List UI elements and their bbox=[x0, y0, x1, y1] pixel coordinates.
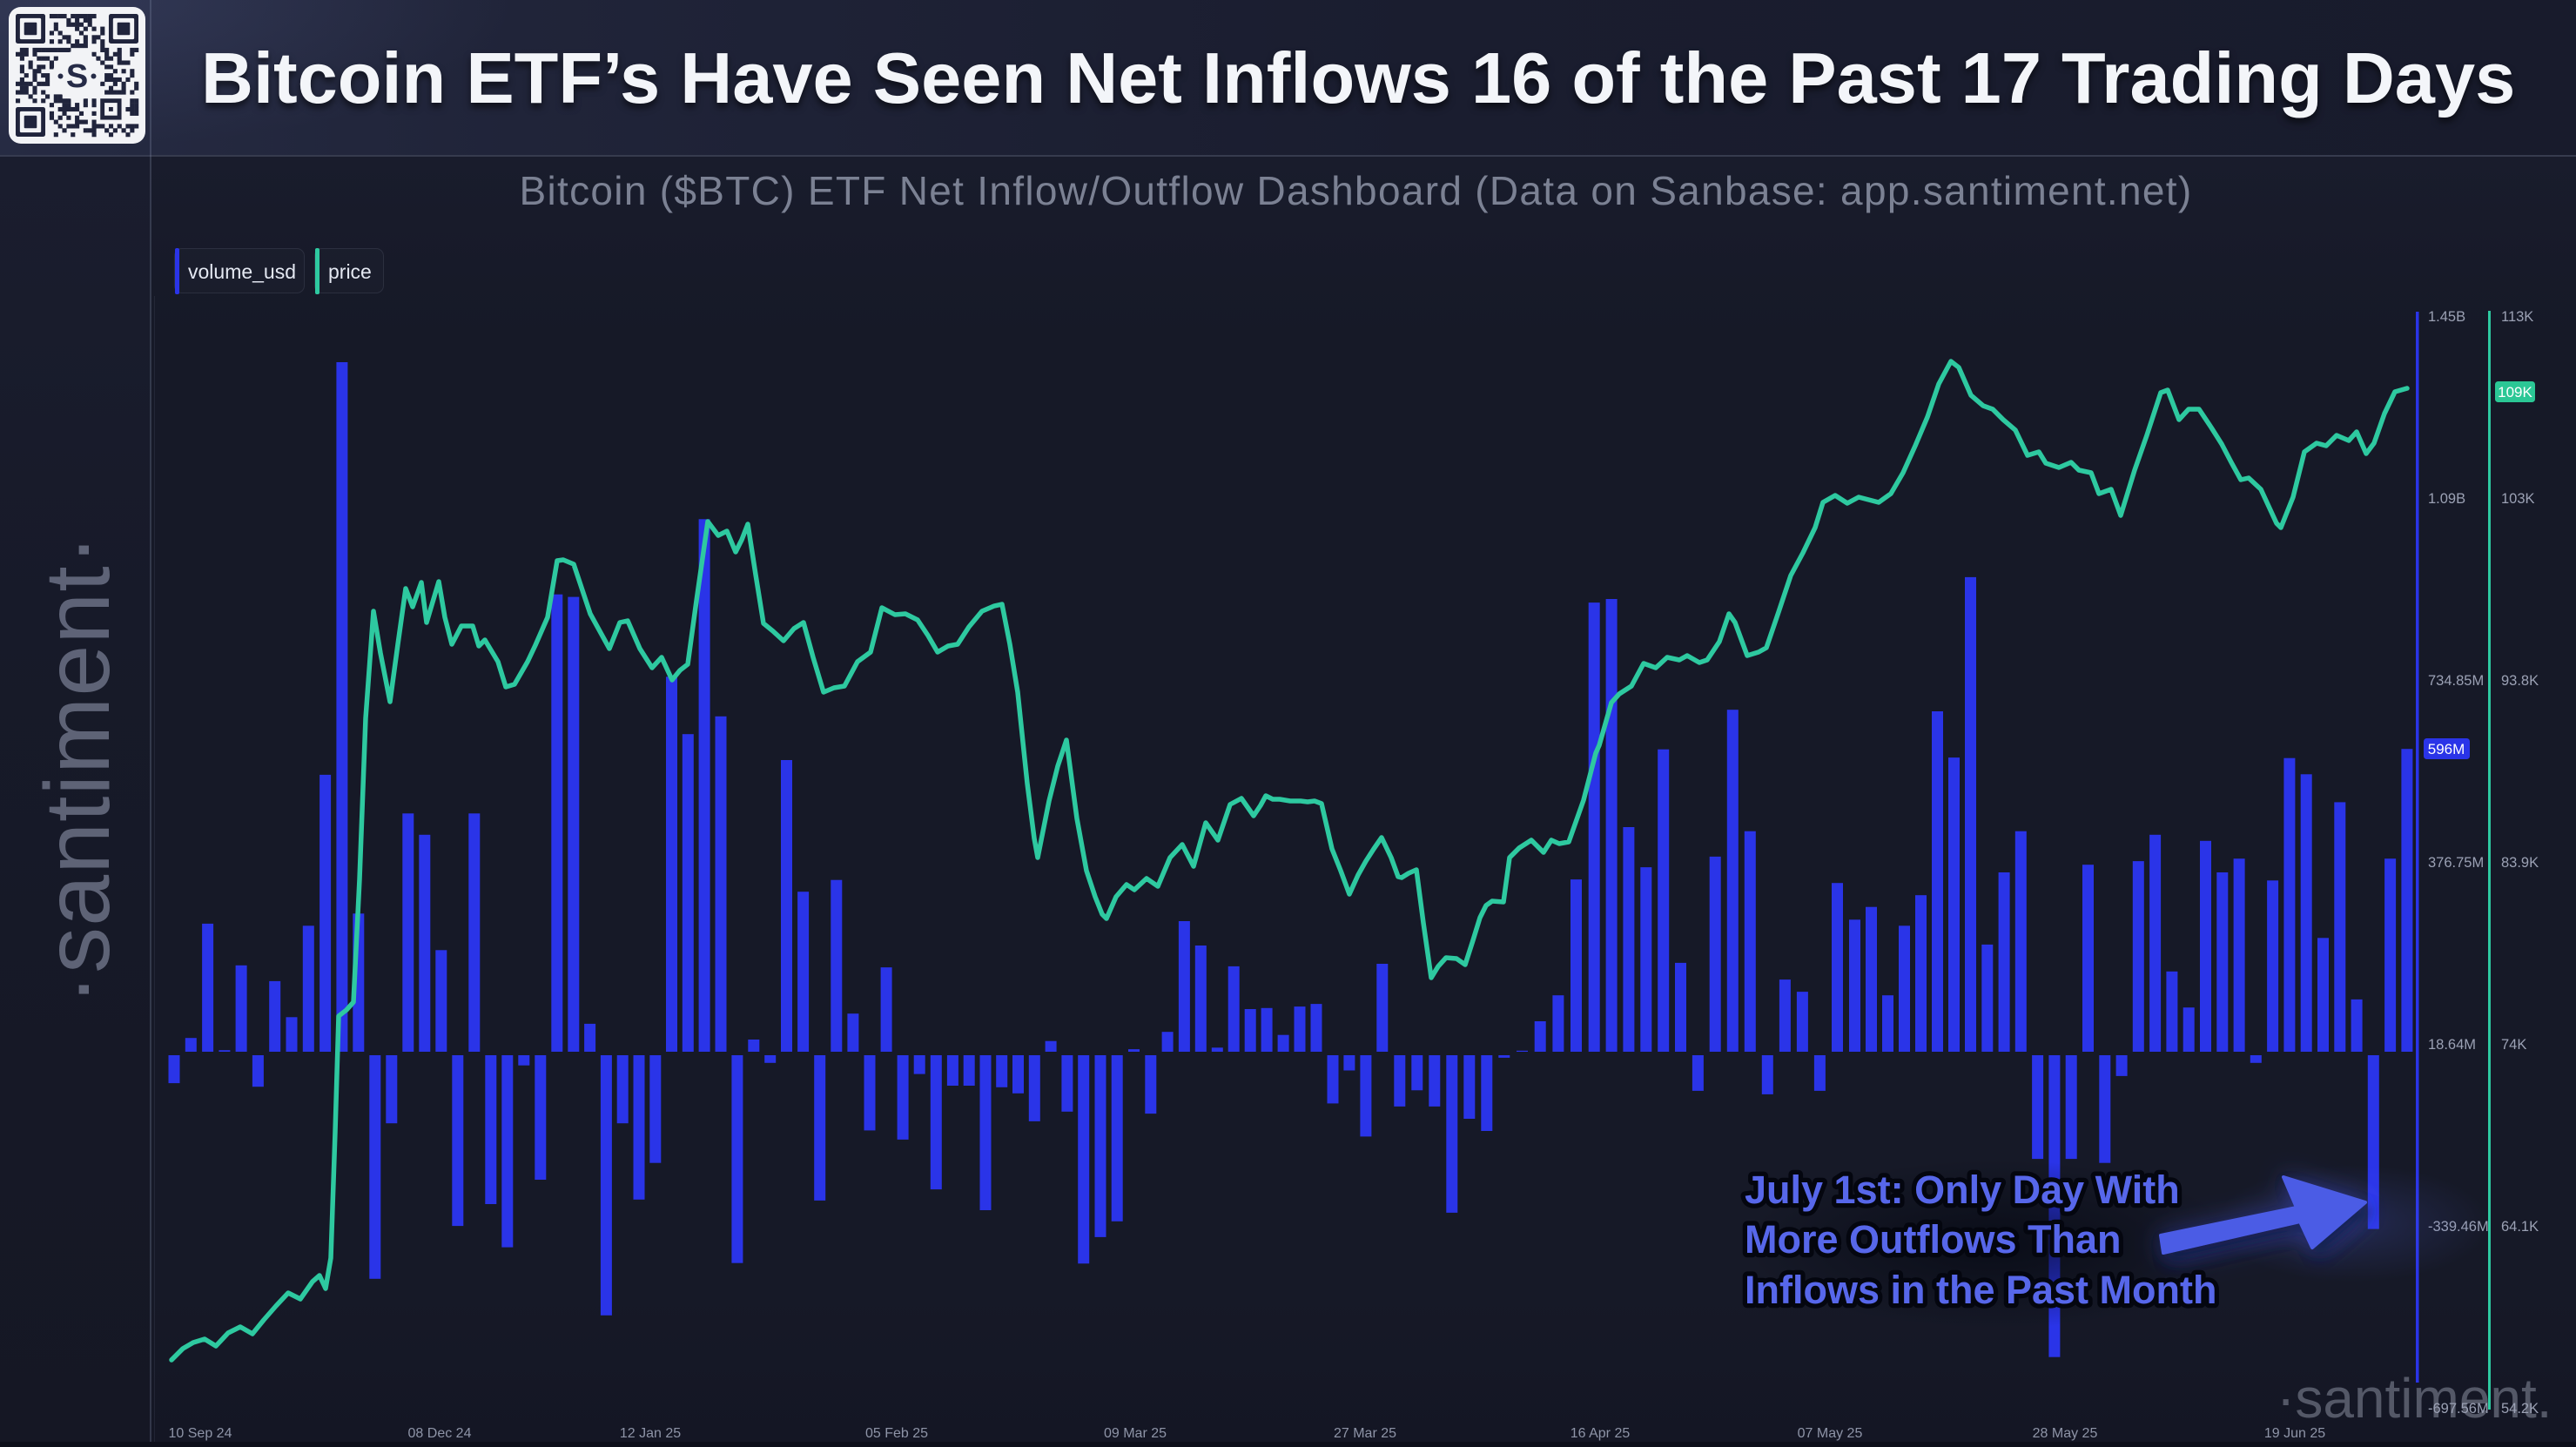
svg-text:28 May 25: 28 May 25 bbox=[2033, 1426, 2098, 1441]
svg-text:93.8K: 93.8K bbox=[2501, 673, 2539, 689]
svg-text:08 Dec 24: 08 Dec 24 bbox=[408, 1426, 472, 1441]
svg-text:596M: 596M bbox=[2428, 741, 2465, 757]
svg-text:19 Jun 25: 19 Jun 25 bbox=[2264, 1426, 2325, 1441]
svg-text:1.09B: 1.09B bbox=[2428, 491, 2465, 507]
svg-text:More Outflows Than: More Outflows Than bbox=[1745, 1217, 2122, 1262]
svg-text:83.9K: 83.9K bbox=[2501, 855, 2539, 871]
svg-text:109K: 109K bbox=[2498, 384, 2532, 400]
svg-text:07 May 25: 07 May 25 bbox=[1798, 1426, 1863, 1441]
svg-text:-697.56M: -697.56M bbox=[2428, 1401, 2489, 1417]
svg-text:103K: 103K bbox=[2501, 491, 2535, 507]
svg-text:74K: 74K bbox=[2501, 1037, 2526, 1053]
svg-text:734.85M: 734.85M bbox=[2428, 673, 2484, 689]
svg-text:July 1st: Only Day With: July 1st: Only Day With bbox=[1745, 1168, 2180, 1212]
svg-text:64.1K: 64.1K bbox=[2501, 1219, 2539, 1235]
svg-text:Inflows in the Past Month: Inflows in the Past Month bbox=[1745, 1268, 2216, 1312]
svg-text:12 Jan 25: 12 Jan 25 bbox=[620, 1426, 681, 1441]
svg-text:16 Apr 25: 16 Apr 25 bbox=[1570, 1426, 1631, 1441]
svg-text:-339.46M: -339.46M bbox=[2428, 1219, 2489, 1235]
svg-text:113K: 113K bbox=[2501, 309, 2533, 325]
svg-text:1.45B: 1.45B bbox=[2428, 309, 2465, 325]
svg-text:09 Mar 25: 09 Mar 25 bbox=[1104, 1426, 1167, 1441]
svg-text:S: S bbox=[66, 58, 88, 95]
svg-text:18.64M: 18.64M bbox=[2428, 1037, 2476, 1053]
svg-text:05 Feb 25: 05 Feb 25 bbox=[865, 1426, 928, 1441]
svg-text:54.2K: 54.2K bbox=[2501, 1401, 2539, 1417]
svg-text:27 Mar 25: 27 Mar 25 bbox=[1334, 1426, 1396, 1441]
svg-text:376.75M: 376.75M bbox=[2428, 855, 2484, 871]
svg-text:10 Sep 24: 10 Sep 24 bbox=[169, 1426, 232, 1441]
